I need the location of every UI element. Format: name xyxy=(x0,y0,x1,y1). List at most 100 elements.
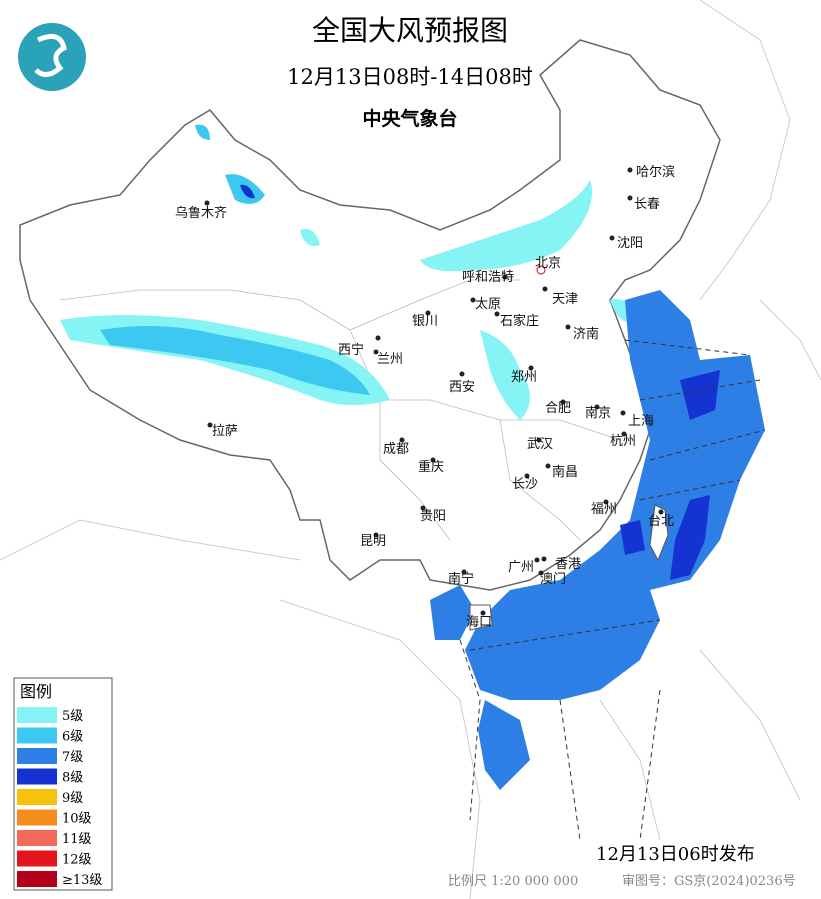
city-label: 贵阳 xyxy=(420,509,446,524)
city-label: 成都 xyxy=(383,442,409,457)
city-dot xyxy=(658,509,664,515)
legend-swatch xyxy=(17,789,57,805)
legend-swatch xyxy=(17,707,57,723)
city-label: 沈阳 xyxy=(617,236,643,251)
city-label: 南京 xyxy=(585,405,611,421)
legend-items: 5级 6级 7级 8级 9级 10级 11级 12级 ≥13级 xyxy=(17,707,102,888)
city-dot xyxy=(207,422,213,428)
legend-label: 10级 xyxy=(62,812,92,827)
city-dot xyxy=(609,235,615,241)
issued-time: 12月13日06时发布 xyxy=(596,844,755,865)
city-dot xyxy=(621,431,627,437)
city-label: 太原 xyxy=(475,297,501,312)
city-label: 香港 xyxy=(555,557,581,572)
legend-title: 图例 xyxy=(20,682,52,701)
legend-label: 12级 xyxy=(62,853,92,868)
city-label: 郑州 xyxy=(511,370,537,385)
city-dot xyxy=(502,274,508,280)
legend-label: 5级 xyxy=(62,709,83,724)
legend-label: 8级 xyxy=(62,771,83,786)
city-label: 石家庄 xyxy=(500,313,539,329)
subtitle: 12月13日08时-14日08时 xyxy=(287,65,533,89)
city-dot xyxy=(470,297,476,303)
city-label: 杭州 xyxy=(610,434,636,449)
legend-label: 11级 xyxy=(62,832,92,847)
city-label: 长春 xyxy=(634,197,660,212)
city-label: 乌鲁木齐 xyxy=(175,205,227,221)
city-dot xyxy=(536,437,542,443)
city-label: 南昌 xyxy=(552,464,578,480)
city-dot xyxy=(480,610,486,616)
review-number: 审图号：GS京(2024)0236号 xyxy=(622,874,796,889)
city-dot xyxy=(461,569,467,575)
city-dot xyxy=(494,311,500,317)
city-label: 兰州 xyxy=(377,352,403,367)
city-dot xyxy=(560,399,566,405)
taiwan xyxy=(649,504,669,562)
title: 全国大风预报图 xyxy=(312,14,508,47)
city-dot xyxy=(620,410,626,416)
city-label: 台北 xyxy=(648,514,674,529)
city-label: 广州 xyxy=(508,560,534,575)
legend-label: 9级 xyxy=(62,791,83,806)
city-label: 澳门 xyxy=(540,571,566,587)
wind-area-8 xyxy=(620,370,720,580)
china-outline xyxy=(19,39,721,591)
city-dot xyxy=(627,167,633,173)
scale: 比例尺 1:20 000 000 xyxy=(448,874,578,889)
city-dot xyxy=(524,473,530,479)
city-dot xyxy=(425,310,431,316)
city-label: 上海 xyxy=(628,414,654,429)
city-dot xyxy=(538,570,544,576)
city-label: 呼和浩特 xyxy=(462,270,514,285)
legend-swatch xyxy=(17,850,57,867)
legend-swatch xyxy=(17,809,57,826)
city-label: 哈尔滨 xyxy=(636,164,675,180)
legend-label: ≥13级 xyxy=(62,873,102,888)
city-dot xyxy=(541,556,547,562)
city-dot xyxy=(528,365,534,371)
legend-swatch xyxy=(17,768,57,785)
city-label: 南宁 xyxy=(448,571,474,587)
city-dot xyxy=(399,437,405,443)
city-label: 海口 xyxy=(466,615,492,630)
city-label: 长沙 xyxy=(512,477,538,492)
city-dot xyxy=(430,457,436,463)
city-dot xyxy=(204,200,210,206)
logo-mark xyxy=(34,33,67,77)
city-dot xyxy=(545,463,551,469)
city-dot xyxy=(542,286,548,292)
city-dot xyxy=(459,371,465,377)
city-dot xyxy=(594,404,600,410)
city-label: 福州 xyxy=(591,502,617,517)
city-label: 北京 xyxy=(535,256,561,271)
city-dot xyxy=(536,265,546,275)
city-label: 合肥 xyxy=(545,401,571,416)
city-dot xyxy=(627,195,633,201)
legend-swatch xyxy=(17,748,57,764)
city-label: 济南 xyxy=(573,326,599,342)
city-dot xyxy=(603,499,609,505)
issuer: 中央气象台 xyxy=(362,107,457,130)
logo xyxy=(18,23,86,91)
province-borders xyxy=(59,279,621,541)
wind-area-8 xyxy=(240,184,255,199)
city-label: 武汉 xyxy=(527,437,553,452)
city-label: 拉萨 xyxy=(212,424,238,439)
city-dot xyxy=(373,532,379,538)
legend-label: 7级 xyxy=(62,750,83,765)
hainan xyxy=(469,604,493,631)
city-dot xyxy=(375,335,381,341)
city-label: 昆明 xyxy=(360,534,386,549)
legend-label: 6级 xyxy=(62,730,83,745)
legend-swatch xyxy=(17,871,57,887)
city-dot xyxy=(373,349,379,355)
city-dot xyxy=(565,324,571,330)
city-label: 西宁 xyxy=(338,342,364,358)
city-label: 天津 xyxy=(552,292,578,307)
city-label: 重庆 xyxy=(418,459,444,475)
